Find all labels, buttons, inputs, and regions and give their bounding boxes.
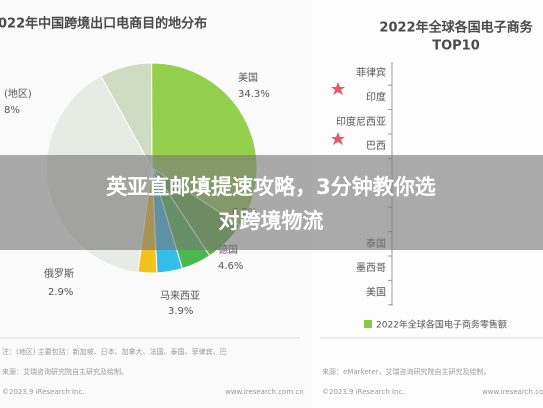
right-subtitle: TOP10 [432, 39, 480, 54]
slice-value-label: 34.3% [238, 89, 270, 100]
slice-value-label: 3.9% [168, 306, 193, 317]
note: 来源：艾瑞咨询研究院自主研究及绘制。 [2, 367, 128, 376]
slice-value-label: 2.9% [48, 287, 73, 298]
note: 来源：eMarketer，艾瑞咨询研究院自主研究及绘制。 [322, 367, 491, 376]
y-tick-label: 巴西 [366, 140, 386, 152]
y-tick-label: 墨西哥 [356, 262, 386, 274]
star-icon [331, 132, 345, 145]
banner-line: 英亚直邮填提速攻略，3分钟教你选 [106, 175, 436, 199]
banner [0, 155, 543, 250]
right-title: 2022年全球各国电子商务 [379, 20, 533, 36]
y-tick-label: 印度 [366, 90, 386, 103]
note: ©2023.9 iResearch Inc. [322, 388, 405, 396]
legend-swatch [364, 320, 372, 328]
y-tick-label: 菲律宾 [356, 66, 386, 79]
star-icon [331, 82, 345, 95]
note: ©2023.9 iResearch Inc. [2, 388, 85, 396]
slice-label: 美国 [238, 71, 258, 84]
y-tick-label: 印度尼西亚 [336, 115, 386, 128]
left-title: 022年中国跨境出口电商目的地分布 [0, 16, 207, 32]
note: www.iresearch.com.cn [225, 388, 304, 396]
legend-label: 2022年全球各国电子商务零售额 [376, 319, 507, 331]
slice-value-label: 8% [4, 105, 20, 116]
slice-label: 马来西亚 [160, 290, 200, 302]
slice-label: (地区) [4, 87, 32, 100]
slice-label: 俄罗斯 [44, 267, 74, 280]
slice-value-label: 4.6% [218, 261, 243, 272]
banner-line: 对跨境物流 [219, 209, 324, 233]
y-tick-label: 美国 [366, 286, 386, 299]
note: 注：(地区) 主要包括：新加坡、日本、加拿大、法国、泰国、菲律宾、巴 [2, 347, 227, 356]
note: www.iresearch.com.cn [482, 388, 543, 396]
